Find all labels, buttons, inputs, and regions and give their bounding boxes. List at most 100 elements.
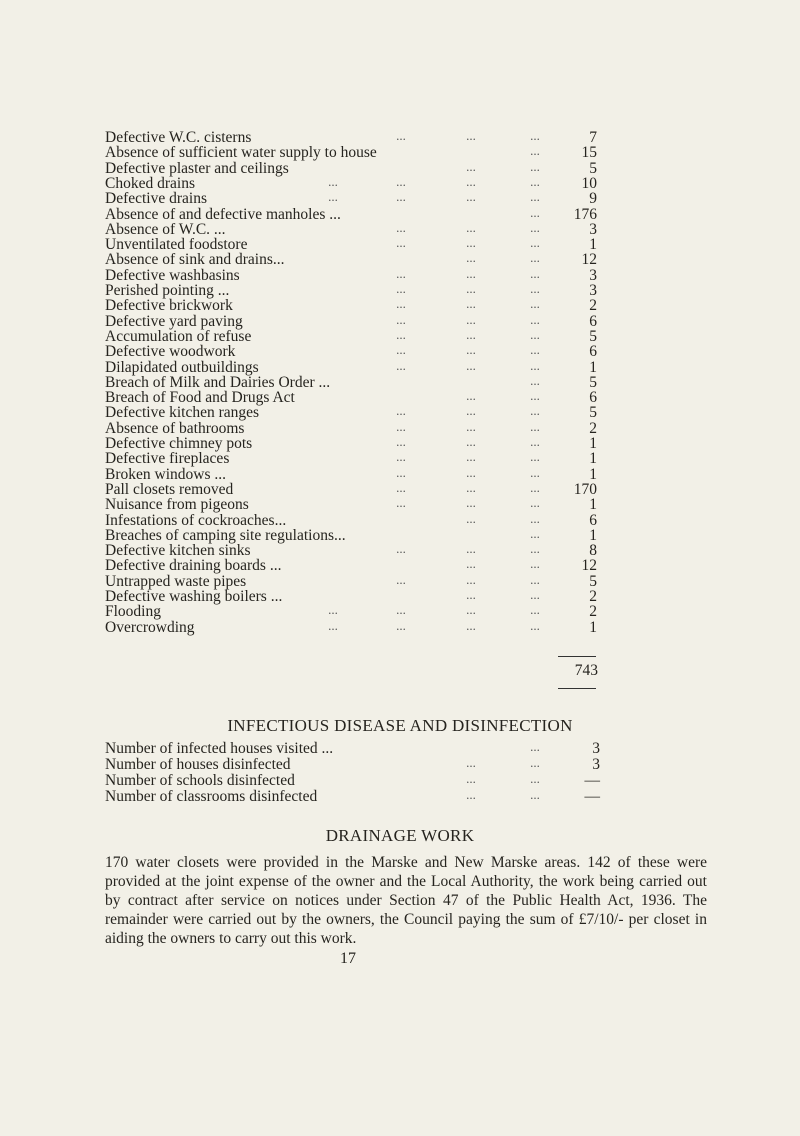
- row-label: Untrapped waste pipes: [105, 572, 247, 590]
- row-value: 6: [589, 511, 597, 529]
- dot-leader: ...: [466, 403, 476, 419]
- dot-leader: ...: [530, 541, 540, 557]
- table-row: Defective kitchen sinks......... 8: [105, 541, 600, 559]
- dot-leader: ...: [530, 418, 540, 434]
- table-row: Unventilated foodstore......... 1: [105, 235, 600, 254]
- dot-leader: ...: [466, 495, 476, 511]
- dot-leader: ...: [530, 771, 540, 786]
- dot-leader: ...: [466, 541, 476, 557]
- dot-leader: ...: [530, 464, 540, 480]
- table-row: Defective yard paving......... 6: [105, 311, 600, 330]
- row-label: Defective chimney pots: [105, 435, 253, 452]
- dot-leader: ...: [328, 617, 338, 633]
- row-label: Defective woodwork: [105, 343, 236, 361]
- dot-leader: ...: [466, 434, 476, 449]
- row-value: 2: [589, 588, 597, 605]
- table-row: Absence of and defective manholes ......…: [105, 204, 600, 223]
- dot-leader: ...: [466, 219, 476, 235]
- row-label: Perished pointing ...: [105, 282, 230, 299]
- row-label: Accumulation of refuse: [105, 327, 252, 345]
- dot-leader: ...: [396, 281, 406, 296]
- row-label: Defective draining boards ...: [105, 557, 282, 575]
- row-value: 1: [589, 358, 597, 376]
- row-value: 3: [592, 740, 600, 757]
- dot-leader: ...: [530, 739, 540, 754]
- table-row: Defective kitchen ranges......... 5: [105, 403, 600, 421]
- row-value: 7: [589, 129, 597, 146]
- row-value: 3: [589, 220, 597, 238]
- row-label: Pall closets removed: [105, 480, 234, 498]
- row-label: Absence of and defective manholes ...: [105, 205, 341, 223]
- infectious-heading: INFECTIOUS DISEASE AND DISINFECTION: [227, 716, 573, 735]
- table-row: Accumulation of refuse......... 5: [105, 326, 600, 345]
- dot-leader: ...: [530, 326, 540, 342]
- total-rule-bottom: [558, 688, 596, 689]
- dot-leader: ...: [530, 617, 540, 633]
- dot-leader: ...: [530, 602, 540, 618]
- dot-leader: ...: [466, 787, 476, 802]
- table-row: Nuisance from pigeons......... 1: [105, 495, 600, 513]
- row-value: 1: [589, 526, 597, 544]
- table-row: Perished pointing ............ 3: [105, 281, 600, 299]
- dot-leader: ...: [530, 265, 540, 281]
- dot-leader: ...: [396, 296, 406, 312]
- row-label: Defective W.C. cisterns: [105, 129, 252, 146]
- table-row: Infestations of cockroaches......... 6: [105, 511, 600, 529]
- dot-leader: ...: [466, 755, 476, 770]
- row-label: Dilapidated outbuildings: [105, 358, 259, 376]
- dot-leader: ...: [530, 250, 540, 266]
- table-row: Number of classrooms disinfected...... —: [105, 787, 600, 805]
- dot-leader: ...: [530, 143, 540, 159]
- dot-leader: ...: [466, 388, 476, 404]
- dot-leader: ...: [466, 250, 476, 266]
- dot-leader: ...: [466, 418, 476, 434]
- dot-leader: ...: [530, 342, 540, 358]
- row-value: 1: [589, 465, 597, 483]
- dot-leader: ...: [530, 128, 540, 143]
- dot-leader: ...: [466, 128, 476, 143]
- dot-leader: ...: [530, 525, 540, 541]
- dot-leader: ...: [466, 311, 476, 327]
- row-value: 6: [589, 343, 597, 361]
- dot-leader: ...: [396, 265, 406, 281]
- table-row: Untrapped waste pipes......... 5: [105, 571, 600, 590]
- table-row: Defective brickwork......... 2: [105, 296, 600, 314]
- dot-leader: ...: [530, 479, 540, 495]
- table-row: Defective washbasins......... 3: [105, 265, 600, 284]
- table-row: Flooding............ 2: [105, 602, 600, 620]
- row-label: Number of infected houses visited ...: [105, 740, 334, 757]
- row-label: Defective plaster and ceilings: [105, 159, 289, 177]
- table-row: Defective drains............ 9: [105, 189, 600, 207]
- dot-leader: ...: [396, 617, 406, 633]
- row-label: Defective fireplaces: [105, 450, 230, 468]
- table-row: Number of houses disinfected...... 3: [105, 755, 600, 773]
- dot-leader: ...: [396, 128, 406, 143]
- dot-leader: ...: [530, 204, 540, 220]
- dot-leader: ...: [466, 617, 476, 633]
- dot-leader: ...: [466, 296, 476, 312]
- table-row: Breaches of camping site regulations....…: [105, 525, 600, 544]
- row-value: 12: [581, 251, 598, 269]
- page-number: 17: [340, 950, 356, 967]
- table-row: Defective plaster and ceilings...... 5: [105, 159, 600, 177]
- dot-leader: ...: [466, 464, 476, 480]
- table-row: Absence of W.C. ............ 3: [105, 219, 600, 238]
- row-value: 176: [573, 205, 597, 223]
- dot-leader: ...: [530, 571, 540, 587]
- dot-leader: ...: [328, 602, 338, 618]
- dot-leader: ...: [466, 556, 476, 572]
- table-row: Dilapidated outbuildings......... 1: [105, 358, 600, 376]
- table-row: Defective draining boards ......... 12: [105, 556, 600, 575]
- dot-leader: ...: [396, 418, 406, 434]
- row-value: 5: [589, 373, 597, 391]
- row-label: Absence of sink and drains...: [105, 251, 285, 269]
- dot-leader: ...: [466, 771, 476, 786]
- row-value: 6: [589, 312, 597, 330]
- row-label: Number of classrooms disinfected: [105, 788, 318, 805]
- dot-leader: ...: [530, 235, 540, 251]
- table-row: Defective chimney pots......... 1: [105, 434, 600, 452]
- row-label: Absence of bathrooms: [105, 419, 245, 437]
- dot-leader: ...: [530, 296, 540, 312]
- row-value: 1: [589, 236, 597, 254]
- row-value: 10: [581, 174, 598, 192]
